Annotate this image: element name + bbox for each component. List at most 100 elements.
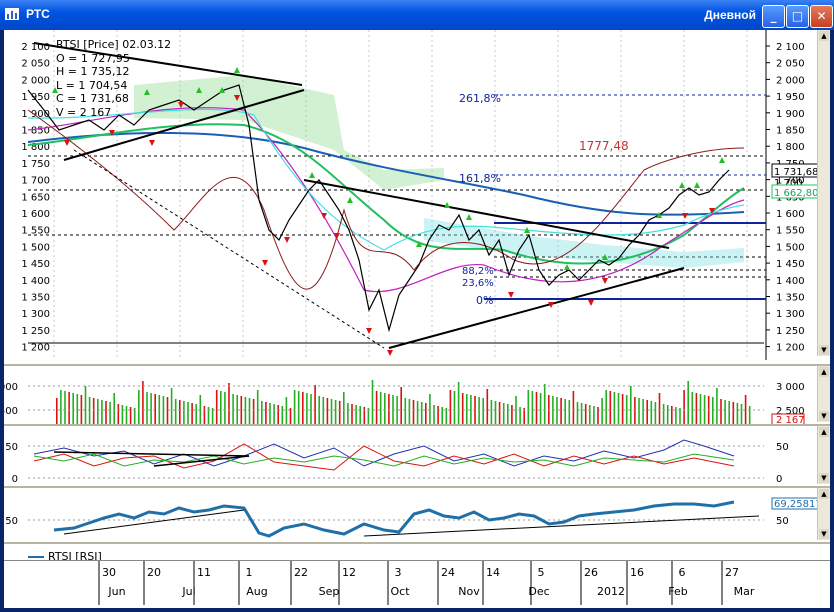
price-tick-left: 1 650 [21, 192, 50, 203]
dmi-tick-50-right: 50 [776, 442, 789, 453]
scroll-up-icon[interactable]: ▲ [819, 427, 829, 437]
fib-88-label: 88,2% [462, 266, 494, 277]
axis-day-label: 14 [486, 566, 500, 579]
close-button[interactable]: ✕ [810, 5, 833, 28]
dmi-tick-50-left: 50 [5, 442, 18, 453]
axis-month-label: Nov [458, 585, 480, 598]
rsi-legend-swatch [28, 556, 44, 558]
vol-tick-3000-left: 3 000 [4, 382, 18, 393]
price-tick-left: 1 700 [21, 176, 50, 187]
rsi-pane[interactable]: 50 50 69,25817 ▲ ▼ [4, 488, 830, 544]
price-chart: 2 100 2 050 2 000 1 950 1 900 1 850 1 800 1 750… [21, 30, 823, 360]
price-tick-left: 2 050 [21, 59, 50, 70]
dmi-tick-0-left: 0 [12, 474, 18, 485]
dmi-tick-0-right: 0 [776, 474, 782, 485]
price-tick-right: 1 550 [776, 226, 805, 237]
volume-scrollbar[interactable]: ▲ ▼ [817, 366, 830, 422]
scroll-down-icon[interactable]: ▼ [819, 345, 829, 355]
fib-23-label: 23,6% [462, 278, 494, 289]
dmi-chart: 50 0 50 0 [5, 439, 789, 485]
price-pane[interactable]: 2 100 2 050 2 000 1 950 1 900 1 850 1 800 1 750… [4, 30, 830, 366]
volume-chart: 3 000 2 500 3 000 2 500 2 167 [0, 380, 805, 426]
peak-label: 1777,48 [579, 139, 629, 153]
scroll-up-icon[interactable]: ▲ [819, 489, 829, 499]
volume-pane[interactable]: 3 000 2 500 3 000 2 500 2 167 ▲ ▼ [0, 366, 830, 426]
price-tick-right: 1 250 [776, 326, 805, 337]
info-line-volume: V = 2 167 [56, 105, 112, 119]
price-scrollbar[interactable]: ▲ ▼ [817, 30, 830, 356]
axis-month-label: Aug [246, 585, 267, 598]
price-tick-left: 1 350 [21, 293, 50, 304]
price-tick-right: 2 000 [776, 75, 805, 86]
title-bar[interactable]: РТС Дневной _ □ ✕ [0, 0, 834, 30]
rsi-chart: 50 50 69,25817 [5, 497, 823, 538]
vol-tick-3000-right: 3 000 [776, 382, 805, 393]
axis-day-label: 30 [102, 566, 116, 579]
maximize-button[interactable]: □ [786, 5, 809, 28]
price-tick-left: 1 550 [21, 226, 50, 237]
price-tick-right: 1 200 [776, 343, 805, 354]
price-info: RTSI [Price] 02.03.12 O = 1 727,95 H = 1… [56, 38, 171, 119]
scroll-down-icon[interactable]: ▼ [819, 529, 829, 539]
price-tick-right: 1 300 [776, 309, 805, 320]
axis-month-label: 2012 [597, 585, 625, 598]
price-tick-left: 1 850 [21, 126, 50, 137]
time-axis[interactable]: 30 20 11 1 22 12 3 24 14 5 26 16 6 27 Jun Jul Aug Sep Oct… [4, 560, 830, 607]
price-tick-left: 1 200 [21, 343, 50, 354]
axis-day-label: 12 [342, 566, 356, 579]
axis-month-label: Mar [734, 585, 755, 598]
info-line-open: O = 1 727,95 [56, 51, 130, 65]
period-label: Дневной [704, 8, 756, 22]
rsi-scrollbar[interactable]: ▲ ▼ [817, 488, 830, 540]
price-tick-left: 1 900 [21, 109, 50, 120]
price-tick-left: 1 950 [21, 92, 50, 103]
price-tick-left: 1 600 [21, 209, 50, 220]
last-price-box: 1 731,68 [774, 167, 819, 178]
price-tick-right: 1 900 [776, 109, 805, 120]
vol-tick-2500-right: 2 500 [776, 406, 805, 417]
vol-tick-2500-left: 2 500 [4, 406, 18, 417]
price-tick-left: 2 000 [21, 75, 50, 86]
axis-month-label: Feb [668, 585, 687, 598]
fib-0-label: 0% [476, 294, 493, 307]
axis-day-label: 22 [294, 566, 308, 579]
axis-day-label: 5 [538, 566, 545, 579]
price-tick-left: 1 450 [21, 259, 50, 270]
axis-month-label: Oct [390, 585, 410, 598]
axis-month-label: Jul [181, 585, 195, 598]
price-tick-left: 1 500 [21, 242, 50, 253]
price-tick-right: 1 400 [776, 276, 805, 287]
dmi-scrollbar[interactable]: ▲ ▼ [817, 426, 830, 484]
price-tick-left: 1 300 [21, 309, 50, 320]
price-tick-right: 1 500 [776, 242, 805, 253]
dmi-pane[interactable]: 50 0 50 0 ▲ ▼ [4, 426, 830, 488]
rsi-legend-label: RTSI [RSI] [48, 550, 102, 563]
price-tick-right: 2 100 [776, 42, 805, 53]
window-title: РТС [26, 7, 50, 21]
price-tick-left: 1 800 [21, 142, 50, 153]
rsi-last-value: 69,25817 [774, 499, 822, 510]
rsi-tick-50-right: 50 [776, 516, 789, 527]
last-volume-box: 2 167 [776, 415, 805, 424]
info-line-title: RTSI [Price] 02.03.12 [56, 38, 172, 51]
scroll-down-icon[interactable]: ▼ [819, 473, 829, 483]
price-tick-right: 1 850 [776, 126, 805, 137]
axis-day-label: 11 [197, 566, 211, 579]
fib-161-label: 161,8% [459, 172, 501, 185]
scroll-up-icon[interactable]: ▲ [819, 367, 829, 377]
axis-month-label: Sep [319, 585, 340, 598]
axis-day-label: 6 [679, 566, 686, 579]
chart-app-icon [5, 8, 19, 20]
price-tick-left: 1 400 [21, 276, 50, 287]
info-line-close: C = 1 731,68 [56, 92, 129, 105]
price-tick-right: 1 350 [776, 293, 805, 304]
minimize-button[interactable]: _ [762, 5, 785, 28]
axis-day-label: 24 [441, 566, 455, 579]
price-tick-right: 1 800 [776, 142, 805, 153]
axis-day-label: 20 [147, 566, 161, 579]
rsi-legend: RTSI [RSI] [28, 550, 102, 563]
scroll-down-icon[interactable]: ▼ [819, 411, 829, 421]
scroll-up-icon[interactable]: ▲ [819, 31, 829, 41]
rsi-tick-50-left: 50 [5, 516, 18, 527]
